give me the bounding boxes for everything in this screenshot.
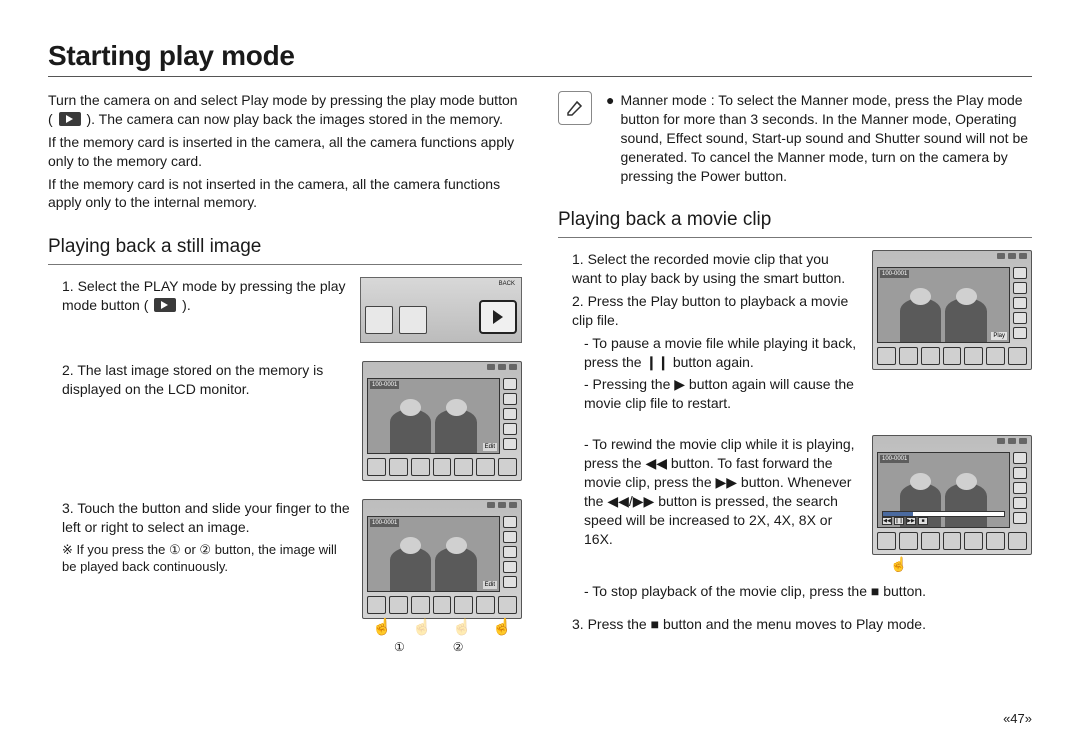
label-1: ①: [394, 639, 405, 655]
still-step1b: ).: [182, 297, 191, 313]
movie-thumbnail-1: 100-0001 Play: [872, 250, 1032, 370]
finger-swipe-icon: ☝ ☝ ☝ ☝: [362, 617, 522, 639]
movie-step3: 3. Press the ■ button and the menu moves…: [572, 615, 1032, 634]
still-title: Playing back a still image: [48, 234, 522, 265]
photo-file-label: 100-0001: [370, 381, 399, 389]
movie-bullet2: - Pressing the ▶ button again will cause…: [584, 375, 862, 413]
intro-p3: If the memory card is not inserted in th…: [48, 175, 522, 213]
finger-tap-icon: ☝: [890, 555, 1032, 574]
photo-file-label: 100-0001: [370, 519, 399, 527]
intro-p1b: ). The camera can now play back the imag…: [86, 111, 503, 127]
left-column: Turn the camera on and select Play mode …: [48, 91, 522, 673]
still-step2: 2. The last image stored on the memory i…: [62, 361, 352, 399]
right-column: ● Manner mode : To select the Manner mod…: [558, 91, 1032, 673]
manner-label: Manner mode: [620, 92, 706, 108]
lcd-thumbnail-2: 100-0001 Edit: [362, 499, 522, 619]
page-number: «47»: [1003, 711, 1032, 726]
photo-file-label: 100-0001: [880, 270, 909, 278]
movie-title: Playing back a movie clip: [558, 207, 1032, 238]
back-label: BACK: [499, 280, 515, 288]
lcd-thumbnail-1: 100-0001 Edit: [362, 361, 522, 481]
manner-mode-box: ● Manner mode : To select the Manner mod…: [558, 91, 1032, 185]
movie-step2: 2. Press the Play button to playback a m…: [572, 292, 862, 330]
movie-thumbnail-2: 100-0001 ◀◀❙❙▶▶■: [872, 435, 1032, 555]
movie-bullet3: - To rewind the movie clip while it is p…: [584, 435, 862, 548]
intro-p2: If the memory card is inserted in the ca…: [48, 133, 522, 171]
bullet-icon: ●: [606, 91, 614, 185]
playback-control-icons: ◀◀❙❙▶▶■: [882, 517, 928, 525]
note-icon: [558, 91, 592, 125]
play-mode-icon: [154, 298, 176, 312]
movie-step1: 1. Select the recorded movie clip that y…: [572, 250, 862, 288]
edit-label: Edit: [483, 443, 497, 451]
movie-bullet1: - To pause a movie file while playing it…: [584, 334, 862, 372]
camera-back-illustration: BACK: [360, 277, 522, 343]
still-step1a: 1. Select the PLAY mode by pressing the …: [62, 278, 346, 313]
play-label: Play: [991, 332, 1007, 340]
intro-block: Turn the camera on and select Play mode …: [48, 91, 522, 212]
still-step3: 3. Touch the button and slide your finge…: [62, 499, 352, 537]
play-mode-icon: [59, 112, 81, 126]
photo-file-label: 100-0001: [880, 455, 909, 463]
edit-label: Edit: [483, 581, 497, 589]
label-2: ②: [453, 639, 464, 655]
movie-bullet4: - To stop playback of the movie clip, pr…: [584, 582, 1032, 601]
page-title: Starting play mode: [48, 40, 1032, 77]
camera-play-button-icon: [479, 300, 517, 334]
still-note: ※ If you press the ① or ② button, the im…: [62, 541, 352, 576]
